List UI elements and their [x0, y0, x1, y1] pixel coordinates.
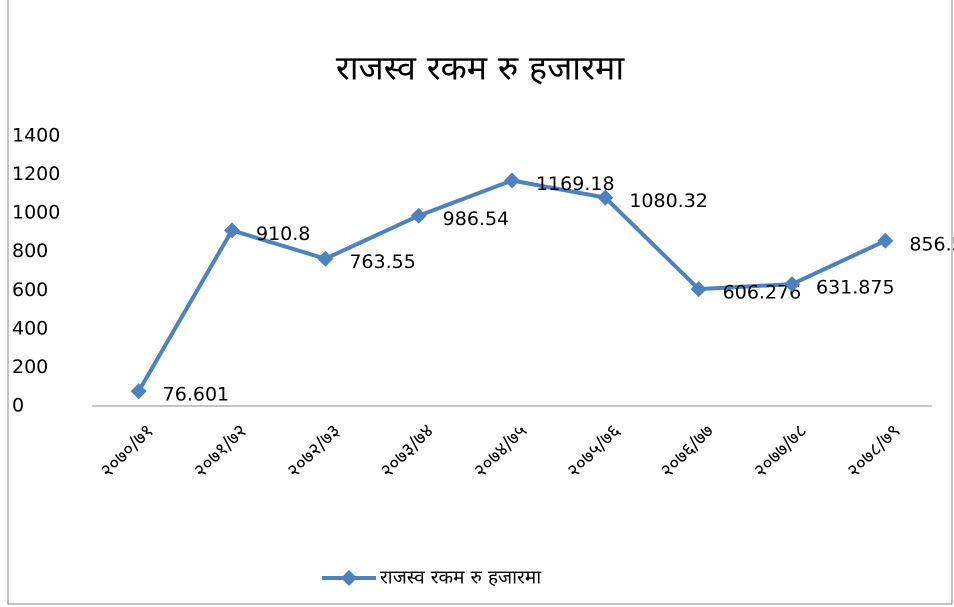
chart-frame: [7, 0, 953, 605]
data-label: 1080.32: [629, 190, 708, 212]
chart-title: राजस्व रकम रु हजारमा: [336, 49, 626, 89]
point-marker: [410, 207, 427, 224]
data-label: 763.55: [349, 251, 415, 273]
data-label: 76.601: [163, 384, 229, 406]
data-label: 986.54: [443, 208, 509, 230]
y-tick-label: 1000: [12, 202, 60, 224]
point-marker: [597, 189, 614, 206]
legend-label: राजस्व रकम रु हजारमा: [380, 567, 542, 589]
legend-marker: [341, 570, 357, 586]
data-label: 856.566: [909, 233, 954, 255]
data-label: 910.8: [256, 223, 310, 245]
y-tick-label: 800: [12, 240, 48, 262]
point-marker: [224, 222, 240, 239]
point-marker: [130, 383, 147, 400]
point-marker: [317, 250, 334, 267]
data-label: 606.276: [723, 282, 802, 304]
y-tick-label: 0: [12, 395, 24, 417]
data-label: 631.875: [816, 277, 895, 299]
point-marker: [690, 281, 707, 298]
point-marker: [877, 232, 894, 249]
data-label: 1169.18: [536, 173, 615, 195]
point-marker: [504, 172, 520, 189]
y-tick-label: 1400: [12, 125, 60, 147]
y-tick-label: 1200: [12, 163, 60, 185]
y-tick-label: 200: [12, 356, 48, 378]
y-tick-label: 600: [12, 279, 48, 301]
point-marker: [784, 276, 800, 293]
y-tick-label: 400: [12, 317, 48, 339]
